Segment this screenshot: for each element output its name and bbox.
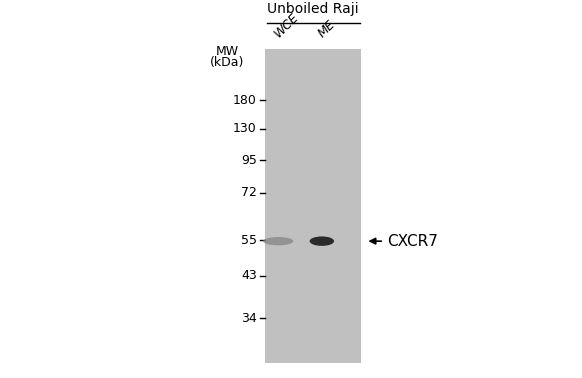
Text: 43: 43	[241, 270, 257, 282]
Ellipse shape	[263, 237, 293, 245]
Text: 72: 72	[241, 186, 257, 199]
Bar	[265, 49, 361, 363]
Text: ME: ME	[315, 17, 338, 40]
Text: 95: 95	[241, 154, 257, 167]
Text: (kDa): (kDa)	[210, 56, 244, 69]
Text: CXCR7: CXCR7	[387, 234, 438, 249]
Text: 180: 180	[233, 94, 257, 107]
Text: Unboiled Raji: Unboiled Raji	[267, 2, 359, 16]
Ellipse shape	[310, 237, 334, 246]
Text: 55: 55	[241, 234, 257, 246]
Text: 130: 130	[233, 122, 257, 135]
Text: WCE: WCE	[272, 10, 301, 40]
Text: MW: MW	[215, 45, 239, 57]
Text: 34: 34	[241, 312, 257, 325]
